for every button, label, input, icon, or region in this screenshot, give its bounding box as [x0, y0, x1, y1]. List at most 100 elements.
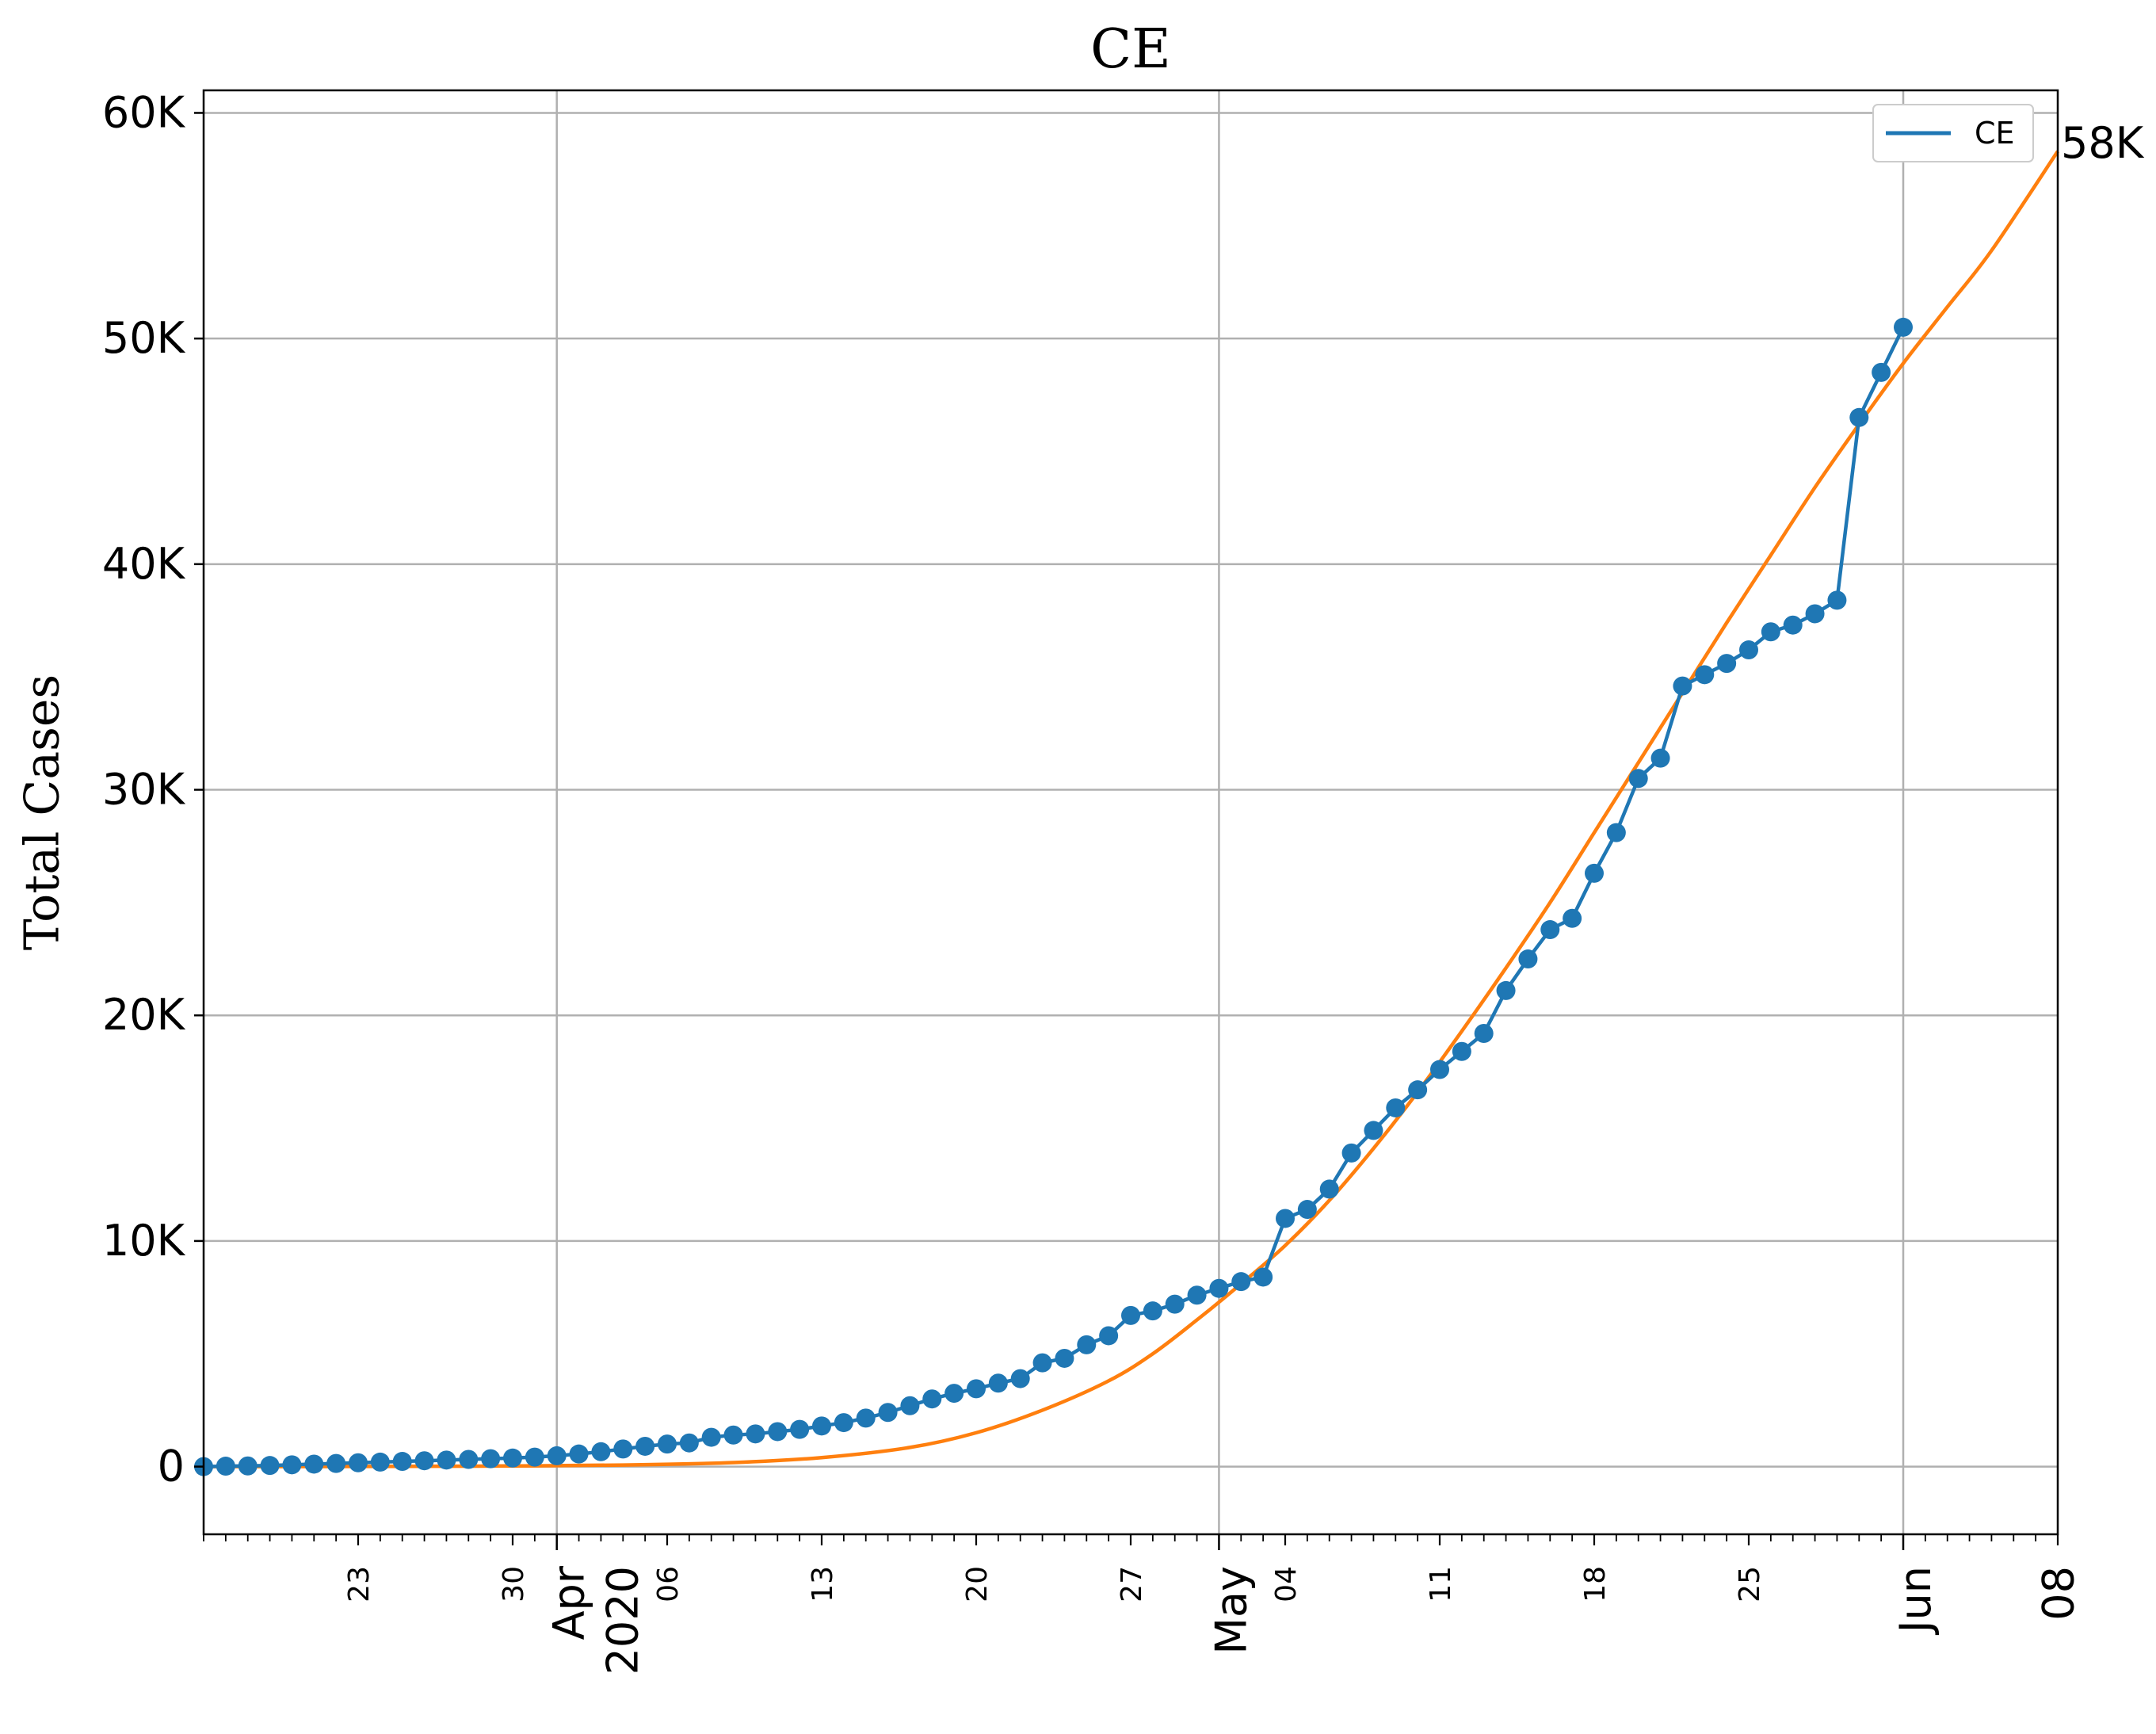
observed-point	[967, 1379, 986, 1399]
observed-point	[1783, 615, 1803, 635]
observed-point	[459, 1449, 479, 1469]
observed-point	[1099, 1326, 1119, 1346]
observed-point	[856, 1408, 876, 1428]
fit-layer	[203, 150, 2059, 1469]
observed-point	[591, 1442, 611, 1461]
observed-point	[326, 1453, 346, 1473]
observed-point	[1540, 920, 1560, 940]
observed-point	[392, 1452, 412, 1472]
observed-point	[1143, 1301, 1162, 1321]
observed-point	[790, 1419, 810, 1439]
x-tick-label: 30	[498, 1566, 530, 1602]
y-tick-label: 10K	[102, 1216, 186, 1266]
x-tick-label: 06	[652, 1566, 685, 1602]
observed-point	[1209, 1278, 1229, 1298]
observed-point	[1673, 676, 1692, 696]
y-tick-label: 40K	[102, 539, 186, 589]
observed-point	[481, 1449, 501, 1469]
x-tick-label: 18	[1579, 1566, 1612, 1602]
y-tick-label: 50K	[102, 313, 186, 363]
legend: CE	[1872, 104, 2034, 162]
observed-point	[569, 1444, 589, 1464]
observed-point	[635, 1436, 655, 1456]
observed-point	[1430, 1060, 1449, 1079]
observed-point	[723, 1425, 743, 1445]
observed-point	[988, 1373, 1008, 1393]
x-major-tick-label: Jun	[1891, 1566, 1940, 1635]
x-major-tick-label: 2020	[598, 1566, 648, 1675]
observed-point	[1364, 1121, 1383, 1140]
observed-point	[1894, 317, 1913, 337]
x-tick-label: 13	[807, 1566, 839, 1602]
x-tick-label: 25	[1734, 1566, 1766, 1602]
observed-point	[1010, 1369, 1030, 1388]
observed-point	[1606, 823, 1626, 842]
observed-point	[613, 1439, 633, 1459]
observed-point	[944, 1384, 964, 1404]
observed-point	[238, 1456, 258, 1476]
y-tick-label: 20K	[102, 990, 186, 1040]
observed-point	[834, 1413, 853, 1433]
observed-point	[414, 1451, 434, 1471]
observed-point	[900, 1396, 920, 1415]
observed-point	[1231, 1272, 1251, 1292]
observed-point	[1187, 1285, 1207, 1305]
observed-point	[1872, 362, 1891, 382]
observed-point	[1739, 640, 1758, 660]
legend-box	[1872, 104, 2034, 162]
x-tick-label: 08	[2033, 1566, 2083, 1621]
observed-point	[1628, 769, 1648, 789]
x-major-tick-label: May	[1206, 1566, 1256, 1655]
x-tick-label: 04	[1270, 1566, 1303, 1602]
x-tick-label: 23	[343, 1566, 376, 1602]
observed-point	[746, 1424, 765, 1444]
observed-point	[1805, 604, 1825, 624]
observed-point	[1761, 622, 1780, 642]
observed-point	[1452, 1041, 1471, 1061]
observed-point	[1165, 1294, 1185, 1314]
y-tick-label: 30K	[102, 765, 186, 815]
observed-point	[922, 1389, 942, 1409]
y-tick-label: 0	[158, 1442, 185, 1491]
observed-point	[1386, 1098, 1406, 1117]
observed-point	[1563, 908, 1582, 928]
observed-point	[1518, 949, 1538, 969]
fit-curve	[203, 150, 2059, 1469]
observed-point	[370, 1452, 390, 1472]
observed-point	[437, 1450, 456, 1470]
observed-point	[1077, 1335, 1097, 1354]
observed-point	[1496, 980, 1516, 1000]
observed-point	[216, 1457, 235, 1476]
observed-point	[1254, 1267, 1273, 1287]
observed-point	[1474, 1023, 1494, 1043]
x-major-tick-label: Apr	[544, 1565, 594, 1640]
observed-point	[658, 1434, 677, 1454]
observed-point	[1319, 1179, 1339, 1199]
observed-point	[701, 1427, 721, 1447]
observed-point	[812, 1416, 831, 1436]
observed-point	[878, 1403, 898, 1423]
observed-point	[1341, 1143, 1361, 1163]
observed-point	[349, 1453, 368, 1472]
observed-point	[1121, 1305, 1140, 1325]
end-value-annotation: 58K	[2061, 118, 2145, 168]
observed-point	[1717, 654, 1737, 674]
observed-point	[1695, 665, 1715, 685]
y-axis-label: Total Cases	[15, 674, 71, 950]
observed-point	[547, 1446, 567, 1465]
observed-point	[679, 1433, 699, 1453]
observed-point	[1055, 1348, 1074, 1368]
observed-point	[1585, 863, 1604, 883]
observed-point	[304, 1454, 324, 1474]
observed-point	[1650, 748, 1670, 768]
observed-layer	[194, 317, 1913, 1476]
observed-point	[1408, 1080, 1428, 1100]
observed-point	[1849, 407, 1869, 427]
observed-point	[282, 1455, 302, 1475]
observed-point	[503, 1448, 522, 1468]
observed-point	[1297, 1200, 1317, 1220]
legend-entry-ce: CE	[1975, 116, 2015, 151]
